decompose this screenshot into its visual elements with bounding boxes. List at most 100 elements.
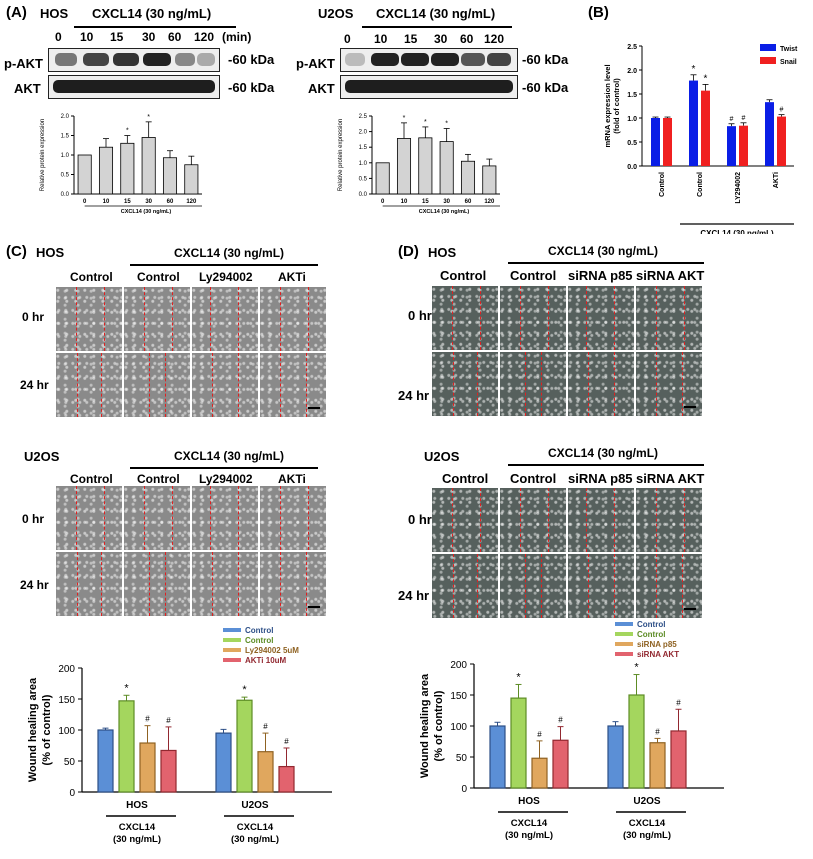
chart-a-hos: 0.0 0.5 1.0 1.5 2.0 0 10 * 15 * 30 60 120 CXCL14 (30 … [40,114,202,215]
d-u2os-treatment-line [508,464,704,466]
col-header: siRNA p85 [568,268,633,283]
legend-label: Ly294002 5uM [245,646,299,655]
wound-edge-line [451,488,453,552]
significance-mark: # [284,737,289,746]
x-tick-label: 30 [145,199,152,205]
x-tick-label: AKTi [773,172,780,188]
significance-mark: * [634,662,639,674]
blot-u2os-kda-akt: -60 kDa [522,80,569,95]
x-axis-label: CXCL14 (30 ng/mL) [121,209,172,215]
bar [510,697,527,789]
bar [236,699,253,793]
wound-edge-line [479,488,481,552]
y-tick-label: 0.0 [61,192,70,198]
wound-edge-line [307,287,309,351]
c-hos-treatment: CXCL14 (30 ng/mL) [174,246,285,260]
c-u2os-row-24hr: 24 hr [20,578,49,592]
bar [689,80,698,166]
lane-label: 120 [484,32,505,46]
wound-edge-line [103,486,105,550]
cell-texture [432,554,498,618]
legend-label: Twist [780,46,798,53]
micrograph [500,554,566,618]
group-label: CXCL14 [237,822,274,833]
y-axis-label: Wound healing area [27,677,39,782]
cell-texture [192,353,258,417]
cell-texture [192,287,258,351]
blot-hos-row-akt: AKT [14,81,41,96]
c-u2os-treatment-line [130,467,318,469]
wound-edge-line [451,286,453,350]
blot-u2os-row-pakt: p-AKT [296,56,335,71]
wound-edge-line [614,488,616,552]
bar [184,164,199,195]
y-tick-label: 0.5 [61,173,70,179]
legend-swatch [615,652,633,656]
y-tick-label: 100 [450,722,467,733]
wound-edge-line [143,287,145,351]
group-label: (30 ng/mL) [623,830,671,841]
micrograph [568,554,634,618]
wound-edge-line [547,286,549,350]
bar [120,142,135,195]
legend-label: Control [245,626,273,635]
y-tick-label: 1.0 [627,116,637,123]
wound-edge-line [279,287,281,351]
y-tick-label: 1.0 [61,153,70,159]
col-header: siRNA AKT [636,471,705,486]
legend-label: siRNA AKT [637,650,679,659]
significance-mark: # [780,107,784,114]
cell-texture [500,352,566,416]
y-tick-label: 1.5 [61,134,70,140]
significance-mark: # [537,730,542,739]
legend-swatch [223,638,241,642]
legend-swatch [615,622,633,626]
y-axis-label: (% of control) [41,694,53,765]
wound-edge-line [453,352,455,416]
blot-u2os-akt [340,75,518,99]
wound-edge-line [587,554,589,618]
cell-texture [124,486,190,550]
micrograph [260,486,326,550]
y-tick-label: 150 [58,695,75,706]
wound-edge-line [519,286,521,350]
c-u2os-row-0hr: 0 hr [22,512,45,526]
wound-edge-line [210,486,212,550]
wound-edge-line [540,352,542,416]
panel-a-label: (A) [6,4,27,21]
wound-edge-line [519,488,521,552]
x-tick-label: 10 [103,199,110,205]
wound-edge-line [103,287,105,351]
y-tick-label: 0.5 [359,176,368,182]
d-hos-row-24hr: 24 hr [398,388,430,403]
y-tick-label: 2.5 [359,114,368,120]
panel-d-label: (D) [398,243,419,260]
col-header: Control [137,270,180,284]
micrograph [56,287,122,351]
cell-texture [568,554,634,618]
bar [162,157,178,195]
bar [98,146,114,195]
micrograph [636,488,702,552]
wound-edge-line [149,552,151,616]
cell-texture [500,488,566,552]
wound-edge-line [614,352,616,416]
d-u2os-row-24hr: 24 hr [398,588,430,603]
micrograph [568,488,634,552]
lane-label: 60 [460,32,474,46]
col-header: Control [510,268,557,283]
bar [118,700,135,793]
wound-edge-line [476,352,478,416]
significance-mark: * [242,684,247,696]
group-label: CXCL14 [511,818,548,829]
significance-mark: # [676,698,681,707]
group-label: (30 ng/mL) [231,834,279,845]
col-header: Control [137,472,180,486]
wound-edge-line [682,352,684,416]
cell-texture [124,552,190,616]
micrograph [636,554,702,618]
wound-edge-line [211,353,213,417]
legend-swatch [223,628,241,632]
legend-swatch [223,658,241,662]
y-axis-label: (% of control) [433,690,445,761]
